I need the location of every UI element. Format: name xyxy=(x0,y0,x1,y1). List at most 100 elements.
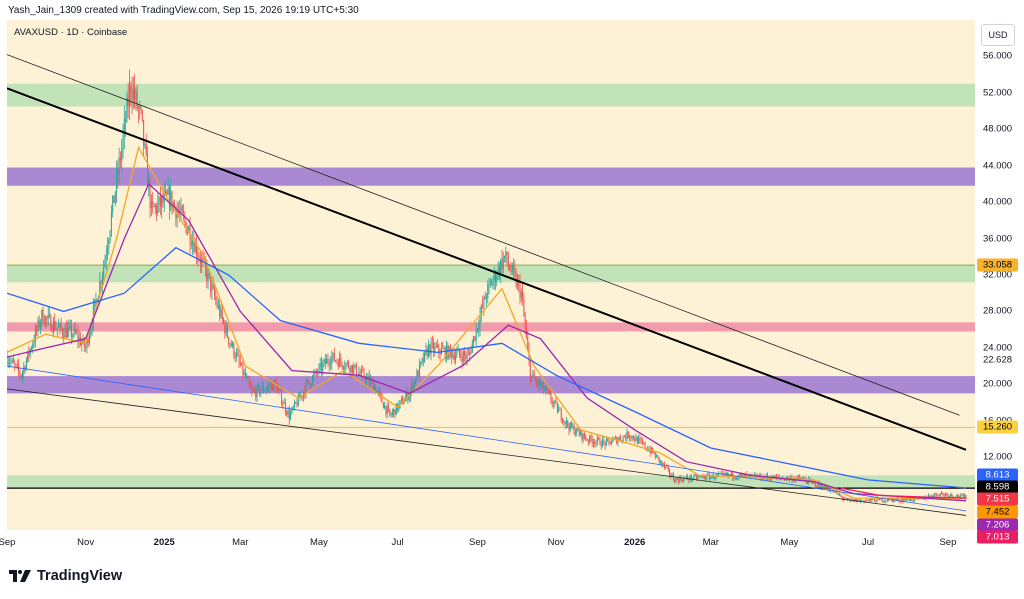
candle-body xyxy=(823,485,825,490)
price-label: 7.206 xyxy=(977,518,1018,532)
candle-body xyxy=(429,344,431,354)
candle-body xyxy=(279,389,281,392)
candle-body xyxy=(318,366,320,374)
candle-body xyxy=(319,363,321,367)
candle-body xyxy=(277,388,279,392)
price-label: 33.058 xyxy=(977,258,1018,272)
candle-body xyxy=(150,201,152,209)
price-chart[interactable] xyxy=(7,20,975,530)
candle-body xyxy=(678,479,680,483)
candle-body xyxy=(86,338,88,348)
candle-body xyxy=(479,315,481,328)
candle-body xyxy=(81,342,83,346)
candle-body xyxy=(41,310,43,323)
candle-body xyxy=(171,191,173,209)
candle-body xyxy=(737,477,739,479)
candle-body xyxy=(533,373,535,379)
candle-body xyxy=(666,466,668,468)
candle-body xyxy=(799,477,801,479)
candle-body xyxy=(556,402,558,413)
candle-body xyxy=(153,204,155,208)
candle-body xyxy=(817,482,819,487)
candle-body xyxy=(159,196,161,207)
candle-body xyxy=(826,488,828,489)
candle-body xyxy=(580,430,582,435)
candle-body xyxy=(337,361,339,367)
candle-body xyxy=(626,431,628,439)
time-axis[interactable]: Sep Nov 2025 Mar May Jul Sep Nov 2026 Mar May Jul Se… xyxy=(0,530,975,550)
candle-body xyxy=(888,498,890,501)
candle-body xyxy=(360,370,362,374)
candle-body xyxy=(858,499,860,502)
candle-body xyxy=(263,386,265,392)
candle-body xyxy=(510,270,512,273)
candle-body xyxy=(354,364,356,367)
candle-body xyxy=(30,348,32,350)
symbol-info: AVAXUSD · 1D · Coinbase xyxy=(14,27,128,38)
candle-body xyxy=(840,495,842,497)
candle-body xyxy=(815,486,817,488)
price-label: 7.013 xyxy=(977,530,1018,544)
candle-body xyxy=(87,338,89,344)
candle-body xyxy=(590,435,592,440)
candle-body xyxy=(82,338,84,343)
candle-body xyxy=(266,387,268,390)
candle-body xyxy=(506,251,508,263)
candle-body xyxy=(268,385,270,388)
candle-body xyxy=(586,439,588,441)
candle-body xyxy=(437,344,439,347)
candle-body xyxy=(600,444,602,447)
candle-body xyxy=(390,414,392,416)
candle-body xyxy=(131,92,133,101)
candle-body xyxy=(612,439,614,443)
candle-body xyxy=(46,316,48,319)
price-axis[interactable]: 56.000 52.000 48.000 44.000 40.000 36.000 32.0… xyxy=(975,20,1024,544)
candle-body xyxy=(181,206,183,213)
candle-body xyxy=(750,474,752,476)
candle-body xyxy=(964,494,966,497)
time-tick-label: Jul xyxy=(861,537,875,548)
candle-body xyxy=(843,498,845,500)
candle-body xyxy=(708,474,710,479)
candle-body xyxy=(430,342,432,354)
candle-body xyxy=(103,267,105,277)
price-label: 8.598 xyxy=(977,480,1018,494)
candle-body xyxy=(658,457,660,463)
tradingview-logo[interactable]: TradingView xyxy=(9,568,122,584)
candle-body xyxy=(136,91,138,109)
chart-plot-area[interactable] xyxy=(7,20,975,530)
candle-body xyxy=(122,133,124,148)
candle-body xyxy=(95,299,97,301)
candle-body xyxy=(125,118,127,122)
candle-body xyxy=(67,329,69,338)
candle-body xyxy=(140,106,142,110)
candle-body xyxy=(939,493,941,496)
currency-button[interactable]: USD xyxy=(981,24,1015,46)
candle-body xyxy=(565,420,567,424)
candle-body xyxy=(366,377,368,383)
candle-body xyxy=(47,314,49,319)
candle-body xyxy=(272,384,274,391)
candle-body xyxy=(475,328,477,341)
candle-body xyxy=(381,395,383,403)
candle-body xyxy=(394,409,396,415)
candle-body xyxy=(622,436,624,441)
candle-body xyxy=(157,203,159,213)
candle-body xyxy=(723,473,725,474)
candle-body xyxy=(549,391,551,394)
candle-body xyxy=(42,310,44,324)
candle-body xyxy=(274,380,276,383)
candle-body xyxy=(304,391,306,395)
candle-body xyxy=(36,329,38,331)
price-tick-label: 40.000 xyxy=(983,196,1013,208)
candle-body xyxy=(656,455,658,458)
candle-body xyxy=(242,362,244,375)
candle-body xyxy=(85,346,87,348)
candle-body xyxy=(168,188,170,208)
candle-body xyxy=(562,419,564,422)
candle-body xyxy=(292,407,294,409)
candle-body xyxy=(778,476,780,478)
candle-body xyxy=(195,242,197,256)
candle-body xyxy=(706,474,708,479)
candle-body xyxy=(286,411,288,415)
